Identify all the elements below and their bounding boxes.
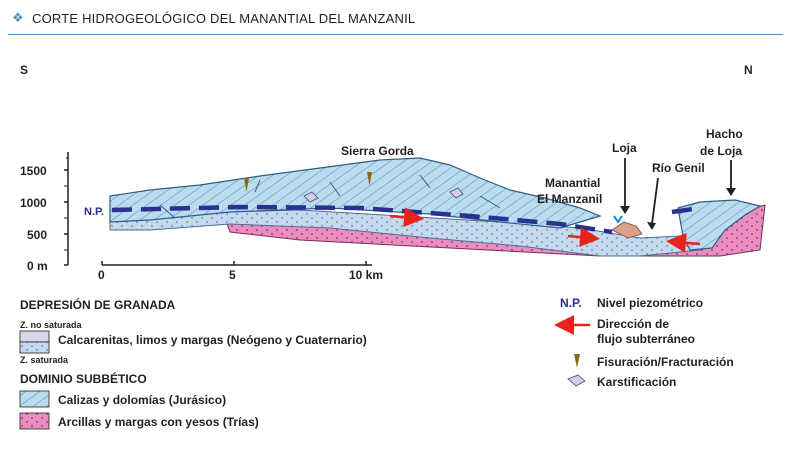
page-title: CORTE HIDROGEOLÓGICO DEL MANANTIAL DEL M… [32, 11, 416, 26]
rio-genil-label: Río Genil [652, 161, 705, 175]
loja-town-mark [611, 221, 643, 239]
page-header: ❖ CORTE HIDROGEOLÓGICO DEL MANANTIAL DEL… [8, 8, 783, 35]
loja-label: Loja [612, 141, 637, 155]
elevation-axis [64, 152, 69, 266]
manantial-label-line1: Manantial [545, 176, 600, 190]
legend-swatch-trias [19, 412, 50, 430]
piezometric-level-line-hacho [671, 205, 701, 215]
legend-z-no-saturada: Z. no saturada [20, 320, 83, 330]
legend-direccion-line1: Dirección de [597, 317, 669, 331]
fracture-mark-2 [367, 172, 372, 186]
legend-np-abbr: N.P. [560, 296, 582, 310]
karst-mark-2 [449, 187, 464, 199]
legend-z-saturada: Z. saturada [20, 355, 69, 365]
legend-direccion-line2: flujo subterráneo [597, 332, 695, 346]
y-label-1500: 1500 [20, 164, 47, 178]
x-label-10km: 10 km [349, 268, 383, 282]
rio-genil-pointer [651, 177, 659, 225]
karst-mark-1 [303, 191, 319, 203]
legend-nivel: Nivel piezométrico [597, 296, 703, 310]
y-label-0: 0 m [27, 259, 48, 273]
x-label-0: 0 [98, 268, 105, 282]
distance-scale [101, 261, 372, 266]
flow-arrow-2 [567, 227, 600, 248]
y-label-500: 500 [27, 228, 47, 242]
legend-karst-icon [567, 374, 586, 387]
legend-swatch-limestone [19, 390, 50, 408]
manantial-label-line2: El Manzanil [537, 192, 602, 206]
fracture-mark-1 [244, 178, 249, 192]
spring-icon [613, 215, 623, 224]
y-label-1000: 1000 [20, 196, 47, 210]
np-label: N.P. [84, 206, 104, 218]
legend-fracture-icon [574, 354, 580, 368]
legend-karstificacion: Karstificación [597, 375, 676, 389]
legend-calcarenitas: Calcarenitas, limos y margas (Neógeno y … [58, 333, 367, 347]
x-label-5: 5 [229, 268, 236, 282]
flow-arrow-3 [666, 232, 701, 253]
hacho-label-line2: de Loja [700, 144, 742, 158]
geologic-section [109, 157, 766, 257]
legend-calizas: Calizas y dolomías (Jurásico) [58, 393, 226, 407]
north-label: N [744, 63, 753, 77]
sierra-gorda-label: Sierra Gorda [341, 144, 414, 158]
legend-arcillas: Arcillas y margas con yesos (Trías) [58, 415, 259, 429]
south-label: S [20, 63, 29, 77]
flow-arrow-1 [389, 207, 424, 228]
legend-dominio-heading: DOMINIO SUBBÉTICO [20, 371, 147, 386]
diamond-cluster-icon: ❖ [12, 10, 24, 25]
jurassic-limestone-layer [109, 157, 602, 229]
legend-depresion-heading: DEPRESIÓN DE GRANADA [20, 297, 176, 312]
legend-fisuracion: Fisuración/Fracturación [597, 355, 734, 369]
legend-swatch-unsaturated [19, 330, 50, 343]
legend-swatch-saturated [19, 341, 50, 354]
hacho-label-line1: Hacho [706, 127, 743, 141]
